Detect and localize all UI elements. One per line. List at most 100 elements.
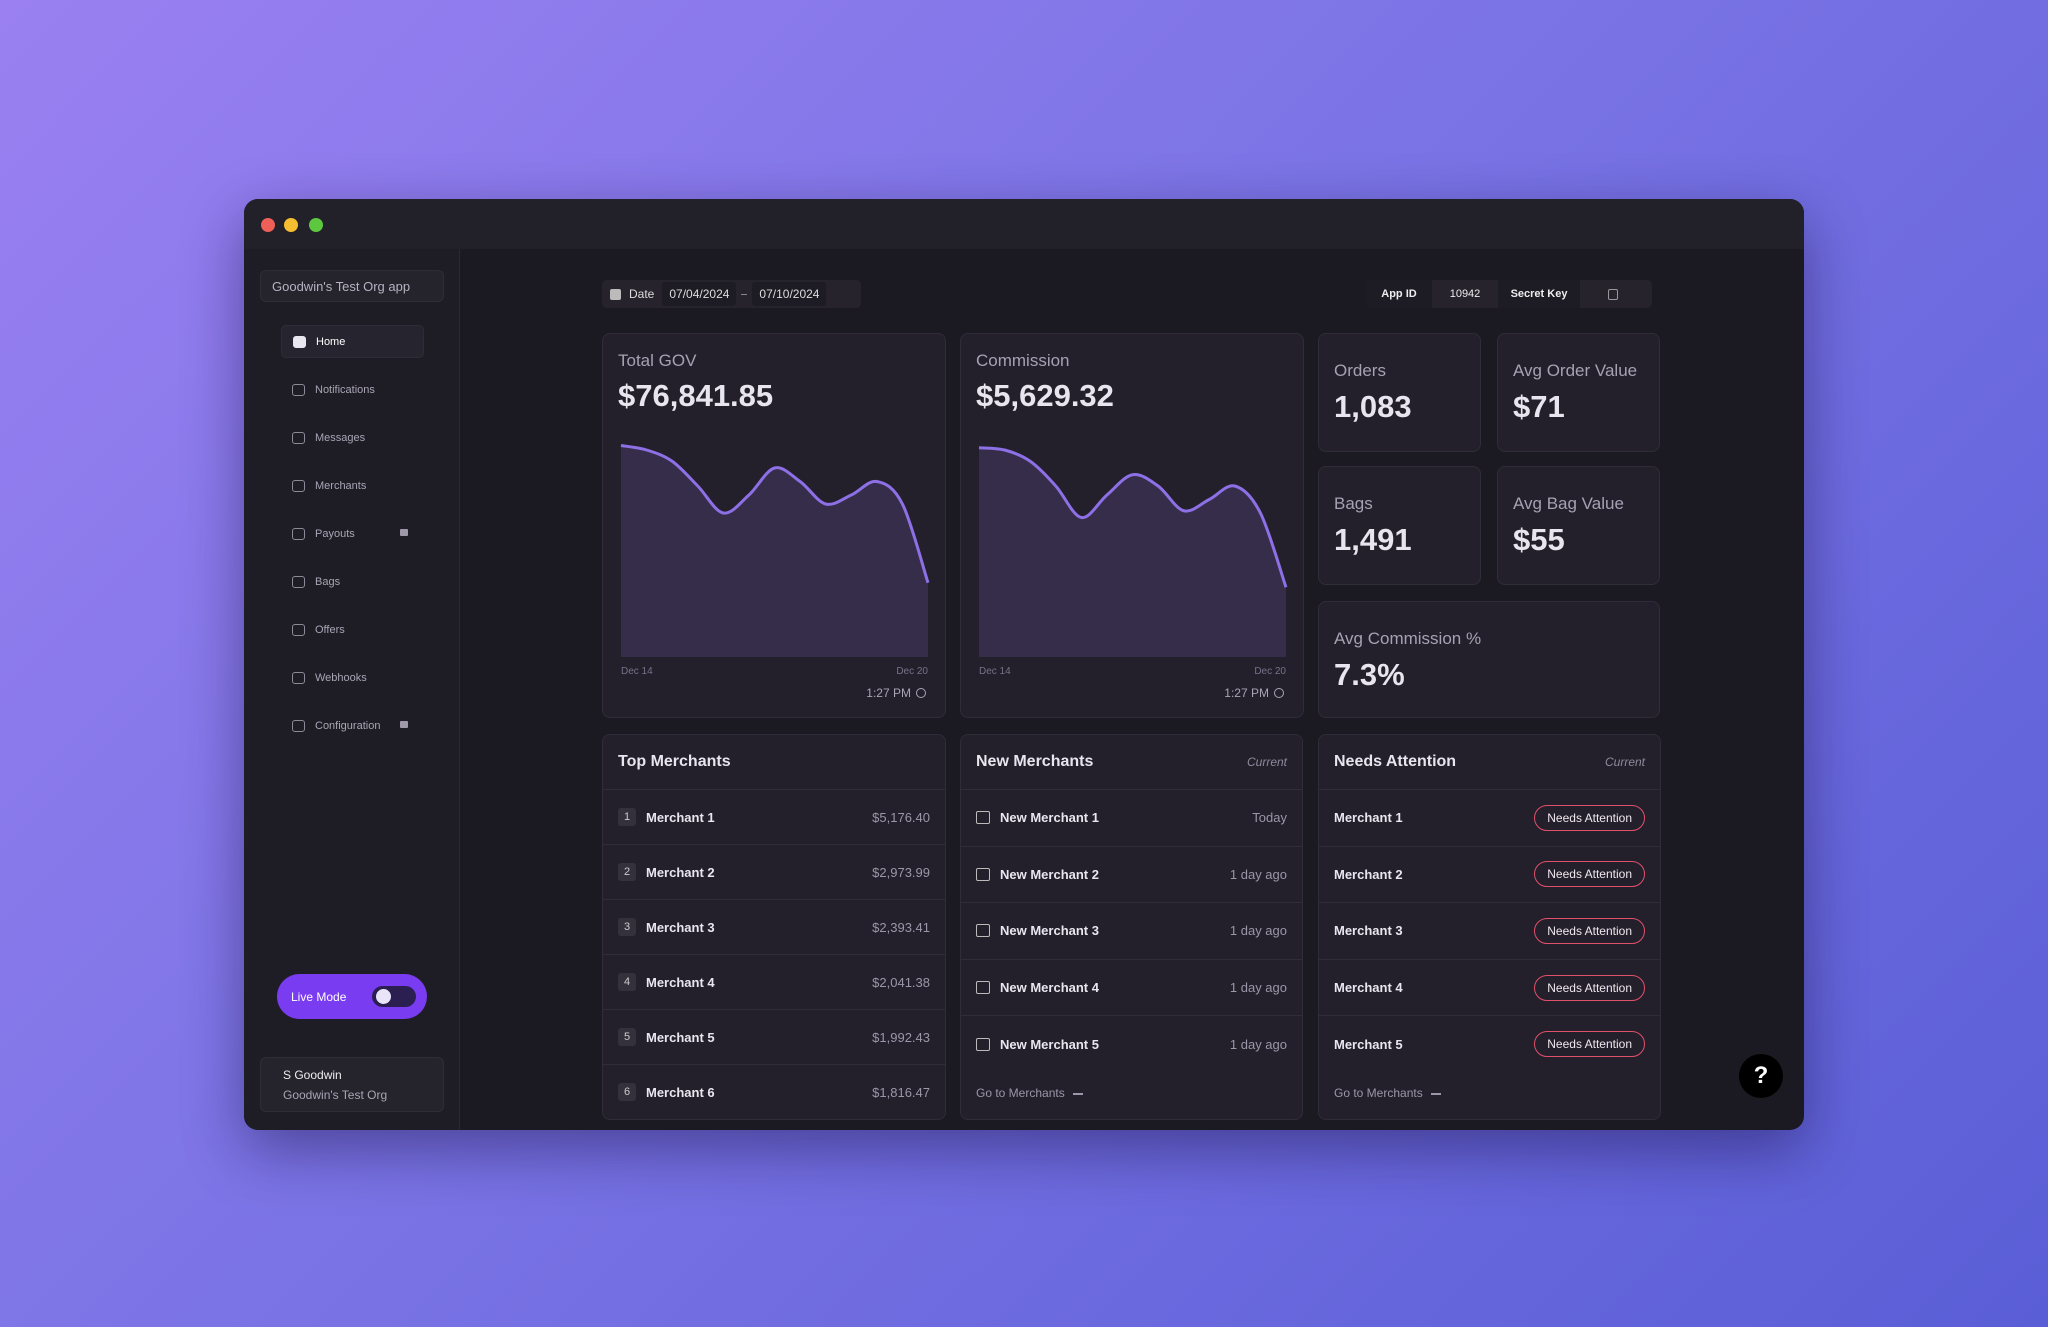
help-button[interactable]: ? (1739, 1054, 1783, 1098)
nav-item[interactable]: Notifications (281, 373, 424, 406)
store-icon (976, 981, 990, 995)
merchant-name: New Merchant 3 (1000, 923, 1099, 939)
zoom-button[interactable] (309, 218, 323, 232)
merchant-amount: $2,973.99 (872, 864, 930, 880)
merchant-name: Merchant 1 (1334, 810, 1403, 826)
store-icon (976, 924, 990, 938)
list-title: Needs Attention (1334, 753, 1457, 770)
nav-item[interactable]: Home (281, 325, 424, 358)
app-id-label: App ID (1366, 280, 1432, 308)
minimize-button[interactable] (284, 218, 298, 232)
chart-card: Total GOV $76,841.85 Dec 14 Dec 20 1:27 PM (602, 333, 946, 718)
nav-label: Payouts (315, 527, 355, 540)
nav-item[interactable]: Offers (281, 613, 424, 646)
list-row[interactable]: Merchant 2 Needs Attention (1319, 845, 1660, 903)
stat-card: Avg Order Value $71 (1497, 333, 1660, 452)
user-org: Goodwin's Test Org (283, 1088, 388, 1102)
list-row[interactable]: Merchant 5 Needs Attention (1319, 1015, 1660, 1072)
list-row[interactable]: 3 Merchant 3 $2,393.41 (603, 899, 945, 954)
card-title: Commission (976, 351, 1070, 370)
merchant-when: Today (1252, 810, 1287, 826)
stat-card: Avg Commission % 7.3% (1318, 601, 1660, 718)
x-start-label: Dec 14 (621, 666, 653, 677)
close-button[interactable] (261, 218, 275, 232)
merchant-name: Merchant 5 (646, 1029, 715, 1045)
status-pill: Needs Attention (1534, 861, 1645, 888)
merchant-name: Merchant 3 (646, 919, 715, 935)
copy-icon[interactable] (1608, 288, 1618, 300)
nav-item[interactable]: Bags (281, 565, 424, 598)
list-row[interactable]: 4 Merchant 4 $2,041.38 (603, 954, 945, 1009)
list-link[interactable]: Go to Merchants (1334, 1086, 1441, 1100)
nav-label: Configuration (315, 719, 381, 732)
merchant-name: Merchant 3 (1334, 923, 1403, 939)
date-start: 07/04/2024 (662, 282, 737, 306)
x-end-label: Dec 20 (1254, 666, 1286, 677)
merchant-when: 1 day ago (1229, 866, 1287, 882)
nav-label: Merchants (315, 479, 367, 492)
link-text: Go to Merchants (1334, 1086, 1423, 1100)
list-link[interactable]: Go to Merchants (976, 1086, 1083, 1100)
nav-item[interactable]: Payouts (281, 517, 424, 550)
list-row[interactable]: Merchant 4 Needs Attention (1319, 958, 1660, 1016)
merchant-name: New Merchant 4 (1000, 980, 1099, 996)
list-card: New Merchants Current New Merchant 1 Today N… (960, 734, 1303, 1120)
nav-icon (292, 623, 305, 636)
nav-label: Offers (315, 623, 345, 636)
list-tag: Current (1604, 755, 1645, 769)
list-row[interactable]: 2 Merchant 2 $2,973.99 (603, 844, 945, 899)
updated-time: 1:27 PM (1224, 686, 1284, 700)
merchant-name: Merchant 2 (1334, 866, 1403, 882)
rank-badge: 1 (618, 808, 636, 826)
nav-label: Webhooks (315, 671, 367, 684)
list-row[interactable]: 1 Merchant 1 $5,176.40 (603, 789, 945, 844)
status-pill: Needs Attention (1534, 804, 1645, 831)
rank-badge: 4 (618, 973, 636, 991)
list-row[interactable]: 5 Merchant 5 $1,992.43 (603, 1009, 945, 1064)
merchant-name: New Merchant 5 (1000, 1036, 1099, 1052)
nav-item[interactable]: Merchants (281, 469, 424, 502)
nav-icon (292, 479, 305, 492)
stat-label: Avg Order Value (1513, 361, 1638, 380)
list-row[interactable]: Merchant 3 Needs Attention (1319, 902, 1660, 959)
list-row[interactable]: 6 Merchant 6 $1,816.47 (603, 1064, 945, 1119)
main: Date 07/04/2024 07/10/2024 App ID 10942 Secre… (244, 199, 1804, 1130)
list-tag: Current (1246, 755, 1287, 769)
sidebar: Goodwin's Test Org app Home Notifications M… (244, 249, 460, 1130)
nav-icon (293, 335, 306, 348)
merchant-amount: $2,393.41 (872, 919, 930, 935)
app-id: 10942 (1449, 288, 1481, 300)
list-row[interactable]: New Merchant 1 Today (961, 789, 1302, 846)
org-app-selector[interactable]: Goodwin's Test Org app (260, 270, 444, 302)
nav-label: Bags (315, 575, 341, 588)
user-box[interactable]: S Goodwin Goodwin's Test Org (260, 1057, 444, 1112)
nav-icon (292, 671, 305, 684)
merchant-name: Merchant 4 (646, 974, 715, 990)
clock-icon (1274, 688, 1284, 698)
trend-line (620, 444, 930, 584)
nav-item[interactable]: Messages (281, 421, 424, 454)
list-row[interactable]: Merchant 1 Needs Attention (1319, 789, 1660, 846)
rank-badge: 3 (618, 918, 636, 936)
arrow-icon (1430, 1093, 1441, 1095)
merchant-amount: $1,816.47 (872, 1084, 930, 1100)
card-value: $5,629.32 (976, 378, 1114, 413)
nav-item[interactable]: Configuration (281, 709, 424, 742)
clock-icon (916, 688, 926, 698)
list-row[interactable]: New Merchant 3 1 day ago (961, 902, 1302, 959)
x-end-label: Dec 20 (896, 666, 928, 677)
live-mode-label: Live Mode (291, 989, 347, 1004)
nav-item[interactable]: Webhooks (281, 661, 424, 694)
date-range[interactable]: Date 07/04/2024 07/10/2024 (602, 280, 861, 308)
nav-label: Home (316, 335, 346, 348)
merchant-when: 1 day ago (1229, 923, 1287, 939)
secret-key-label[interactable]: Secret Key (1498, 280, 1580, 308)
list-row[interactable]: New Merchant 5 1 day ago (961, 1015, 1302, 1072)
app-window: Goodwin's Test Org app Home Notifications M… (244, 199, 1804, 1130)
card-title: Total GOV (618, 351, 697, 370)
live-mode-toggle[interactable]: Live Mode (277, 974, 427, 1019)
status-pill: Needs Attention (1534, 917, 1645, 944)
stat-label: Bags (1334, 494, 1373, 513)
list-row[interactable]: New Merchant 4 1 day ago (961, 958, 1302, 1016)
list-row[interactable]: New Merchant 2 1 day ago (961, 845, 1302, 903)
